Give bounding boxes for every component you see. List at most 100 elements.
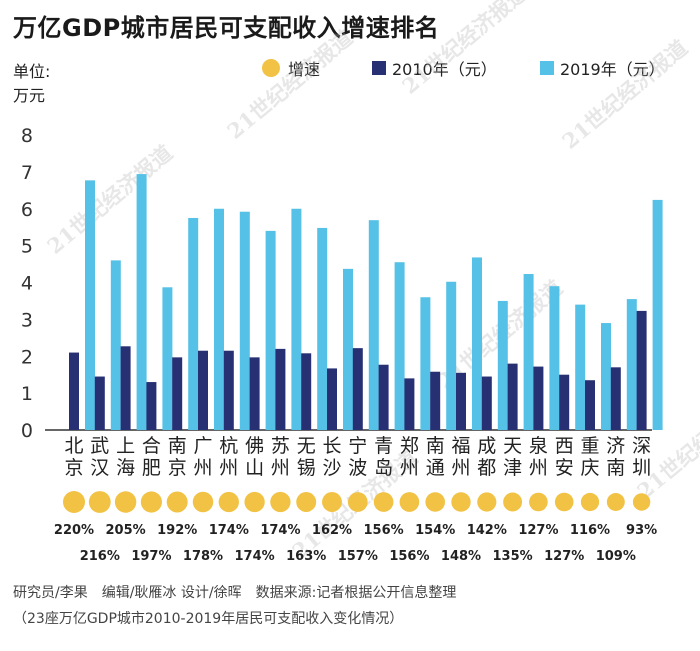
x-tick-label-line1: 成	[477, 435, 496, 457]
bar-2010	[404, 378, 415, 430]
x-tick-label-line2: 州	[219, 457, 238, 479]
bar-2010	[198, 350, 208, 430]
growth-bubble	[425, 492, 446, 512]
growth-bubble	[166, 491, 188, 513]
x-tick-label-line1: 杭	[219, 435, 238, 457]
legend-growth-label: 增速	[288, 60, 321, 79]
growth-label: 154%	[415, 523, 455, 538]
x-tick-label-line1: 苏	[271, 435, 290, 457]
legend-2010: 2010年（元）	[372, 56, 497, 80]
bar-2010	[507, 363, 518, 430]
growth-label: 174%	[235, 549, 275, 564]
x-tick-label-line1: 郑	[400, 435, 419, 457]
x-tick-label-line1: 天	[503, 435, 522, 457]
x-tick-label-line2: 锡	[297, 457, 316, 479]
x-tick-label-line1: 佛	[245, 435, 264, 457]
unit-label: 单位: 万元	[13, 60, 50, 108]
growth-bubble	[63, 491, 85, 513]
growth-bubble	[477, 492, 497, 512]
growth-bubble	[192, 491, 214, 513]
watermark-text: 21世纪经济报道	[557, 35, 692, 154]
y-tick-label: 0	[21, 420, 33, 442]
growth-bubble	[399, 492, 420, 512]
bar-2010	[352, 348, 363, 430]
bar-2010	[69, 352, 79, 430]
growth-label: 116%	[570, 523, 610, 538]
growth-label: 156%	[389, 549, 429, 564]
growth-bubble	[606, 493, 625, 511]
unit-label-line1: 单位:	[13, 62, 51, 81]
bar-2019	[652, 199, 663, 430]
growth-label: 220%	[54, 523, 94, 538]
x-tick-label-line2: 都	[477, 457, 496, 479]
x-tick-label-line2: 庆	[580, 457, 599, 479]
legend-2019-swatch	[540, 61, 554, 75]
x-tick-label-line1: 西	[555, 435, 574, 457]
bar-2019	[472, 257, 482, 430]
growth-bubble	[296, 492, 317, 512]
bar-2010	[481, 376, 492, 430]
growth-bubble	[218, 491, 239, 513]
bar-2019	[368, 220, 379, 430]
bar-2010	[223, 350, 234, 430]
bar-2019	[239, 211, 250, 430]
x-tick-label-line1: 深	[632, 435, 651, 457]
chart-title: 万亿GDP城市居民可支配收入增速排名	[13, 14, 440, 42]
bar-2010	[378, 364, 389, 430]
x-tick-label-line1: 广	[193, 435, 212, 457]
bar-2010	[172, 357, 183, 430]
growth-bubble	[88, 491, 111, 513]
x-tick-label-line2: 安	[555, 457, 574, 479]
x-tick-label-line2: 州	[529, 457, 548, 479]
x-tick-label-line1: 无	[297, 435, 316, 457]
y-tick-label: 5	[21, 236, 33, 258]
growth-label: 127%	[518, 523, 558, 538]
growth-bubble	[554, 492, 574, 512]
growth-label: 174%	[260, 523, 300, 538]
bar-2019	[601, 323, 611, 430]
x-tick-label-line2: 州	[451, 457, 470, 479]
growth-bubble	[580, 492, 600, 512]
growth-label: 157%	[338, 549, 378, 564]
growth-label: 135%	[493, 549, 533, 564]
bar-2019	[188, 217, 199, 430]
x-tick-label-line1: 福	[451, 435, 470, 457]
bar-2010	[94, 376, 105, 430]
x-tick-label-line2: 州	[271, 457, 290, 479]
x-tick-label-line2: 波	[348, 457, 367, 479]
bar-2019	[214, 208, 224, 430]
x-tick-label-line2: 州	[400, 457, 419, 479]
growth-bubble	[632, 493, 651, 511]
x-tick-label-line2: 沙	[322, 457, 341, 479]
x-tick-label-line2: 肥	[142, 457, 161, 479]
x-tick-label-line2: 岛	[374, 457, 393, 479]
growth-bubble	[503, 492, 523, 512]
bar-2010	[275, 348, 286, 430]
bar-2010	[301, 353, 312, 430]
watermark-text: 21世纪经济报道	[222, 25, 357, 144]
bar-2010	[327, 368, 337, 430]
growth-label: 93%	[626, 523, 657, 538]
footer-note: （23座万亿GDP城市2010-2019年居民可支配收入变化情况）	[13, 611, 404, 627]
bar-2010	[636, 310, 647, 430]
growth-bubble	[451, 492, 471, 512]
x-tick-label-line2: 山	[245, 457, 264, 479]
growth-label: 148%	[441, 549, 481, 564]
growth-bubble	[373, 492, 394, 512]
bar-2019	[446, 281, 457, 430]
y-tick-label: 6	[21, 199, 33, 221]
bar-2019	[420, 297, 431, 430]
legend-2019: 2019年（元）	[540, 56, 665, 80]
footer-credits: 研究员/李果 编辑/耿雁冰 设计/徐晖 数据来源:记者根据公开信息整理	[13, 585, 457, 601]
x-tick-label-line1: 合	[142, 435, 161, 457]
growth-label: 156%	[364, 523, 404, 538]
y-tick-label: 7	[21, 162, 33, 184]
bar-2019	[497, 300, 508, 430]
growth-label: 162%	[312, 523, 352, 538]
bar-2019	[291, 208, 302, 430]
growth-bubble	[244, 491, 265, 513]
growth-bubble	[529, 492, 548, 512]
watermark-text: 21世纪经济报道	[397, 0, 532, 99]
watermark-text: 21世纪经济报道	[42, 140, 177, 259]
